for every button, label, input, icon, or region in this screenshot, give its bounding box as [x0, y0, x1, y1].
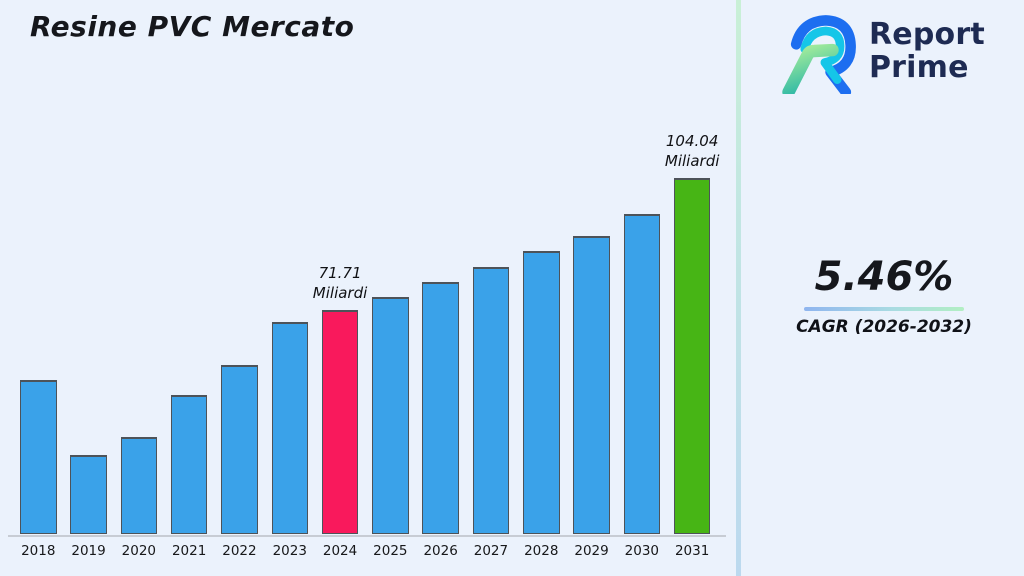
bar-chart: 2018 2019 2020 2021 2022 2023 2024 71.71 Miliard… — [8, 132, 726, 559]
bar-2028 — [523, 251, 560, 534]
vertical-divider — [736, 0, 741, 576]
x-tick-2024: 2024 — [322, 543, 358, 559]
bar-2021 — [170, 395, 208, 534]
x-tick-2018: 2018 — [21, 543, 56, 559]
x-tick-2023: 2023 — [272, 543, 307, 559]
x-tick-2022: 2022 — [222, 543, 257, 559]
bar-2031 — [673, 178, 711, 534]
cagr-value: 5.46% — [814, 254, 954, 300]
x-tick-2030: 2030 — [624, 543, 660, 559]
x-axis-line — [8, 535, 726, 537]
data-label-2024: 71.71 Miliardi — [312, 263, 368, 303]
bar-2024 — [321, 310, 359, 534]
x-tick-2020: 2020 — [121, 543, 157, 559]
report-prime-logo-icon — [782, 8, 860, 94]
x-tick-2031: 2031 — [674, 543, 710, 559]
brand-logo: Report Prime — [782, 8, 985, 94]
bar-2020 — [120, 437, 158, 534]
x-tick-2029: 2029 — [574, 543, 609, 559]
bar-2026 — [422, 282, 459, 534]
brand-name-line2: Prime — [869, 50, 969, 85]
x-tick-2021: 2021 — [171, 543, 207, 559]
bar-2023 — [271, 322, 308, 534]
x-tick-2026: 2026 — [423, 543, 458, 559]
x-tick-2025: 2025 — [373, 543, 408, 559]
bar-2019 — [70, 455, 107, 534]
x-tick-2028: 2028 — [524, 543, 559, 559]
x-tick-2019: 2019 — [71, 543, 106, 559]
bar-2025 — [372, 297, 409, 534]
bar-2029 — [573, 236, 610, 534]
data-label-2031: 104.04 Miliardi — [664, 131, 720, 171]
bar-2022 — [221, 365, 258, 534]
bar-2027 — [472, 267, 510, 534]
page-title: Resine PVC Mercato — [30, 10, 355, 43]
cagr-label: CAGR (2026-2032) — [796, 317, 972, 337]
bar-2030 — [623, 214, 661, 534]
bar-2018 — [20, 380, 57, 534]
cagr-underline — [804, 307, 964, 311]
brand-name: Report Prime — [869, 18, 985, 84]
brand-name-line1: Report — [869, 17, 985, 52]
x-tick-2027: 2027 — [473, 543, 509, 559]
cagr-callout: 5.46% CAGR (2026-2032) — [764, 254, 1004, 337]
